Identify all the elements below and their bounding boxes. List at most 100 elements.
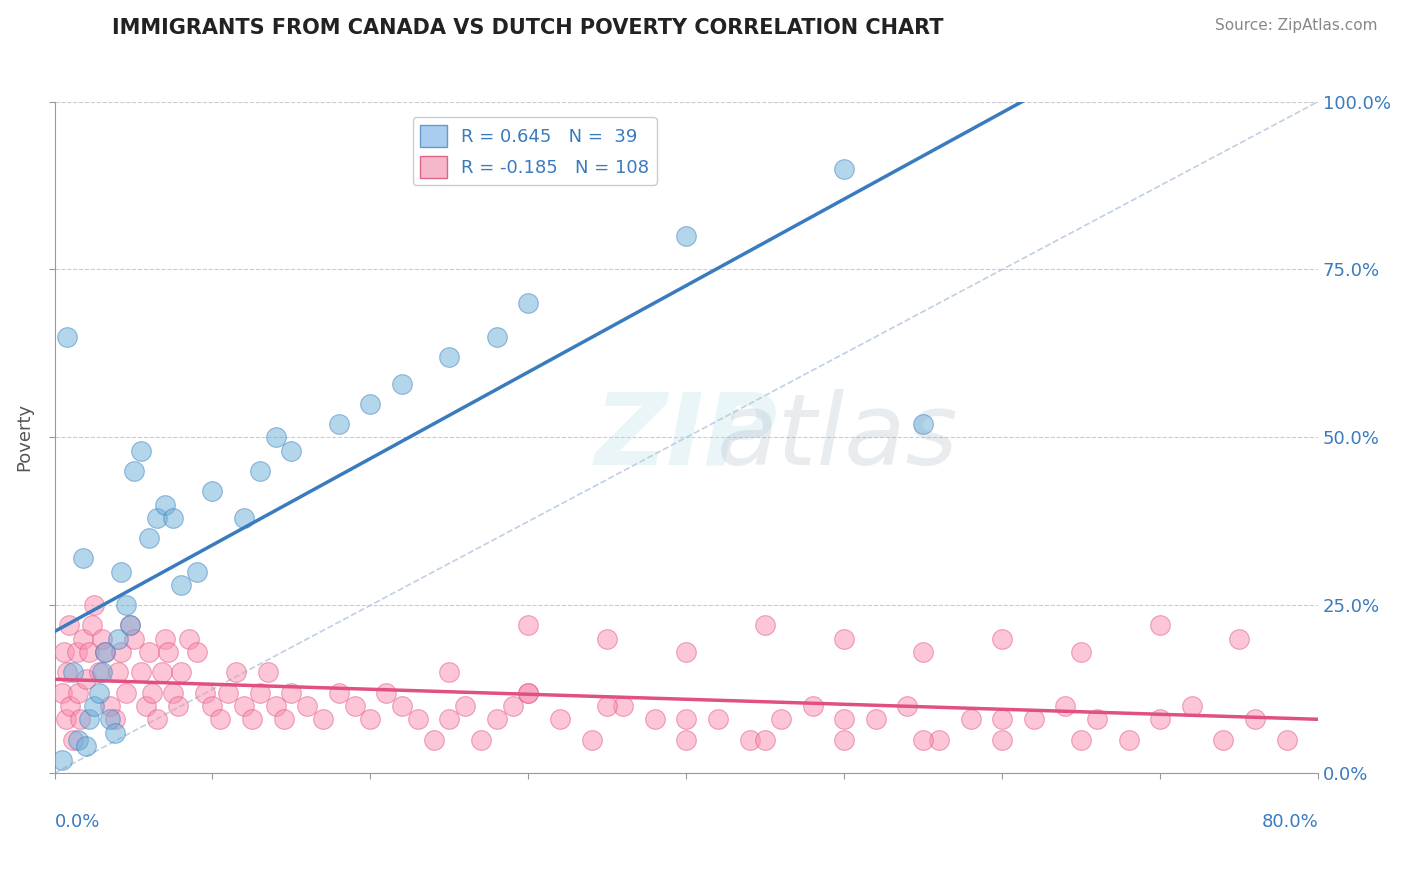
Point xyxy=(66,645,89,659)
Point xyxy=(83,699,105,714)
Point xyxy=(896,699,918,714)
Point xyxy=(201,699,224,714)
Point xyxy=(912,417,935,431)
Point xyxy=(83,599,105,613)
Point xyxy=(72,632,94,646)
Text: ZIP: ZIP xyxy=(595,389,778,486)
Point xyxy=(120,618,142,632)
Point xyxy=(644,713,666,727)
Point xyxy=(75,739,97,754)
Point xyxy=(439,713,461,727)
Point xyxy=(675,645,697,659)
Point xyxy=(157,645,180,659)
Point xyxy=(312,713,335,727)
Point xyxy=(439,350,461,364)
Point xyxy=(56,665,79,680)
Point xyxy=(162,511,184,525)
Point xyxy=(454,699,477,714)
Point xyxy=(832,161,855,176)
Point xyxy=(240,713,263,727)
Point xyxy=(801,699,824,714)
Point xyxy=(62,665,84,680)
Point xyxy=(912,645,935,659)
Point xyxy=(53,645,76,659)
Point xyxy=(62,732,84,747)
Point xyxy=(82,618,104,632)
Text: 80.0%: 80.0% xyxy=(1261,814,1319,831)
Point xyxy=(1149,713,1171,727)
Text: Source: ZipAtlas.com: Source: ZipAtlas.com xyxy=(1215,18,1378,33)
Point xyxy=(280,685,302,699)
Point xyxy=(439,665,461,680)
Point xyxy=(225,665,247,680)
Y-axis label: Poverty: Poverty xyxy=(15,403,32,472)
Point xyxy=(177,632,200,646)
Point xyxy=(959,713,981,727)
Point xyxy=(1118,732,1140,747)
Point xyxy=(233,511,256,525)
Point xyxy=(51,685,73,699)
Point xyxy=(359,713,381,727)
Point xyxy=(517,618,540,632)
Point xyxy=(391,699,413,714)
Point xyxy=(170,578,193,592)
Point xyxy=(1181,699,1204,714)
Point xyxy=(138,645,160,659)
Point xyxy=(120,618,142,632)
Text: atlas: atlas xyxy=(717,389,959,486)
Point xyxy=(485,329,508,343)
Point xyxy=(201,484,224,499)
Point xyxy=(110,565,132,579)
Point xyxy=(1275,732,1298,747)
Point xyxy=(581,732,603,747)
Point xyxy=(991,713,1014,727)
Point xyxy=(832,713,855,727)
Point xyxy=(612,699,634,714)
Point xyxy=(94,645,117,659)
Point xyxy=(107,665,129,680)
Point xyxy=(131,443,153,458)
Point xyxy=(56,329,79,343)
Point xyxy=(675,713,697,727)
Point xyxy=(1149,618,1171,632)
Point xyxy=(77,645,100,659)
Point xyxy=(1212,732,1234,747)
Point xyxy=(94,645,117,659)
Point xyxy=(186,565,208,579)
Point xyxy=(596,699,619,714)
Point xyxy=(328,417,350,431)
Point xyxy=(166,699,188,714)
Point xyxy=(928,732,950,747)
Point xyxy=(141,685,163,699)
Point xyxy=(153,498,176,512)
Point xyxy=(59,699,82,714)
Point xyxy=(249,464,271,478)
Point xyxy=(991,632,1014,646)
Point xyxy=(194,685,217,699)
Point xyxy=(517,685,540,699)
Text: 0.0%: 0.0% xyxy=(55,814,100,831)
Point xyxy=(1022,713,1045,727)
Point xyxy=(90,665,112,680)
Point xyxy=(67,685,90,699)
Point xyxy=(707,713,730,727)
Point xyxy=(98,713,121,727)
Point xyxy=(343,699,366,714)
Point xyxy=(273,713,295,727)
Point xyxy=(832,732,855,747)
Point xyxy=(596,632,619,646)
Point xyxy=(675,732,697,747)
Point xyxy=(675,228,697,243)
Point xyxy=(75,672,97,686)
Point xyxy=(264,699,287,714)
Point xyxy=(754,618,776,632)
Point xyxy=(217,685,239,699)
Point xyxy=(991,732,1014,747)
Point xyxy=(170,665,193,680)
Point xyxy=(87,685,110,699)
Point xyxy=(548,713,571,727)
Point xyxy=(485,713,508,727)
Text: IMMIGRANTS FROM CANADA VS DUTCH POVERTY CORRELATION CHART: IMMIGRANTS FROM CANADA VS DUTCH POVERTY … xyxy=(112,18,943,37)
Point xyxy=(391,376,413,391)
Point xyxy=(153,632,176,646)
